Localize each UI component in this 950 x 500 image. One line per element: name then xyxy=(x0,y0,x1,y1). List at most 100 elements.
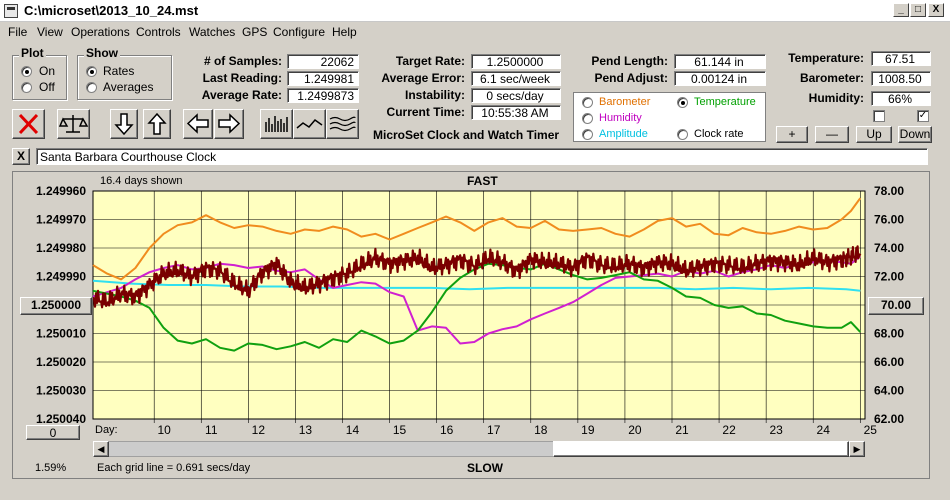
average-error-label: Average Error: xyxy=(381,71,465,85)
fast-label: FAST xyxy=(467,174,498,188)
amplitude-radio[interactable] xyxy=(582,129,593,140)
window-title: C:\microset\2013_10_24.mst xyxy=(24,3,199,18)
pend-length-value[interactable]: 61.144 in xyxy=(674,54,766,69)
show-averages-radio[interactable] xyxy=(86,82,97,93)
x-tick-label: 18 xyxy=(534,423,548,437)
checkbox-left[interactable] xyxy=(873,110,885,122)
clock-description-field[interactable]: Santa Barbara Courthouse Clock xyxy=(36,148,928,165)
plot-off-label: Off xyxy=(39,80,55,94)
plus-button[interactable]: + xyxy=(776,126,808,143)
balance-scale-icon[interactable] xyxy=(57,109,90,139)
menu-bar: File View Operations Controls Watches GP… xyxy=(0,22,950,42)
percent-readout: 1.59% xyxy=(35,462,67,474)
x-tick-label: 21 xyxy=(675,423,689,437)
show-rates-radio[interactable] xyxy=(86,66,97,77)
menu-operations[interactable]: Operations xyxy=(71,25,130,39)
x-tick-label: 22 xyxy=(722,423,736,437)
minimize-button[interactable]: _ xyxy=(893,3,909,17)
menu-help[interactable]: Help xyxy=(332,25,357,39)
scroll-right-button[interactable]: ▶ xyxy=(849,441,865,457)
menu-view[interactable]: View xyxy=(37,25,63,39)
x-tick-label: 14 xyxy=(346,423,360,437)
menu-controls[interactable]: Controls xyxy=(136,25,181,39)
y-right-tick-label: 66.00 xyxy=(874,355,904,369)
days-shown-label: 16.4 days shown xyxy=(100,175,183,187)
plot-group-title: Plot xyxy=(19,46,46,60)
y-right-tick-label: 76.00 xyxy=(874,213,904,227)
app-name: MicroSet Clock and Watch Timer xyxy=(373,128,560,142)
x-tick-label: 25 xyxy=(864,423,878,437)
barometer-value: 1008.50 xyxy=(871,71,931,86)
wave-icon[interactable] xyxy=(293,109,326,139)
slow-label: SLOW xyxy=(467,461,503,475)
instability-label: Instability: xyxy=(404,88,465,102)
checkbox-right[interactable]: ✓ xyxy=(917,110,929,122)
current-time-value: 10:55:38 AM xyxy=(471,105,561,120)
day-axis-label: Day: xyxy=(95,424,118,436)
last-reading-value: 1.249981 xyxy=(287,71,359,86)
clear-x-icon[interactable] xyxy=(12,109,45,139)
pend-adjust-label: Pend Adjust: xyxy=(594,71,668,85)
maximize-button[interactable]: □ xyxy=(910,3,926,17)
temperature-radio[interactable] xyxy=(677,97,688,108)
average-rate-value: 1.2499873 xyxy=(287,88,359,103)
x-tick-label: 10 xyxy=(158,423,172,437)
plot-off-radio[interactable] xyxy=(21,82,32,93)
arrow-down-icon[interactable] xyxy=(110,109,138,139)
show-group xyxy=(77,55,172,100)
humidity-radio[interactable] xyxy=(582,113,593,124)
arrow-up-icon[interactable] xyxy=(143,109,171,139)
y-left-tick-label: 1.249960 xyxy=(36,184,86,198)
pend-adjust-value[interactable]: 0.00124 in xyxy=(674,71,766,86)
app-icon[interactable] xyxy=(4,4,18,18)
sensor-options-box xyxy=(573,92,766,142)
down-button[interactable]: Down xyxy=(898,126,932,143)
target-rate-value[interactable]: 1.2500000 xyxy=(471,54,561,69)
barometer-radio[interactable] xyxy=(582,97,593,108)
menu-file[interactable]: File xyxy=(8,25,28,39)
arrow-right-icon[interactable] xyxy=(214,109,244,139)
scroll-left-button[interactable]: ◀ xyxy=(93,441,109,457)
x-tick-label: 15 xyxy=(393,423,407,437)
scroll-track[interactable] xyxy=(109,442,553,456)
humidity-label: Humidity: xyxy=(808,91,864,105)
x-tick-label: 11 xyxy=(205,423,218,437)
last-reading-label: Last Reading: xyxy=(202,71,282,85)
close-button[interactable]: X xyxy=(928,3,944,17)
y-left-tick-label: 1.249990 xyxy=(36,270,86,284)
description-close-button[interactable]: X xyxy=(12,148,30,165)
y-left-tick-label: 1.250040 xyxy=(36,412,86,426)
chart-panel xyxy=(12,171,930,479)
arrow-left-icon[interactable] xyxy=(183,109,213,139)
y-right-tick-label: 68.00 xyxy=(874,327,904,341)
menu-configure[interactable]: Configure xyxy=(273,25,326,39)
clock-rate-radio[interactable] xyxy=(677,129,688,140)
zero-button[interactable]: 0 xyxy=(26,425,80,440)
menu-watches[interactable]: Watches xyxy=(189,25,236,39)
grid-note: Each grid line = 0.691 secs/day xyxy=(97,462,251,474)
multi-wave-icon[interactable] xyxy=(326,109,359,139)
minus-button[interactable]: — xyxy=(815,126,849,143)
humidity-value: 66% xyxy=(871,91,931,106)
plot-on-radio[interactable] xyxy=(21,66,32,77)
right-axis-value-button[interactable]: 70.00 xyxy=(868,297,924,315)
instability-value: 0 secs/day xyxy=(471,88,561,103)
title-bar: C:\microset\2013_10_24.mst _ □ X xyxy=(0,0,950,22)
up-button[interactable]: Up xyxy=(856,126,892,143)
clock-rate-option-label: Clock rate xyxy=(694,128,744,140)
menu-gps[interactable]: GPS xyxy=(242,25,268,39)
plot-on-label: On xyxy=(39,64,56,78)
y-right-tick-label: 74.00 xyxy=(874,241,904,255)
temperature-value: 67.51 xyxy=(871,51,931,66)
y-left-tick-label: 1.250030 xyxy=(36,384,86,398)
left-axis-value-button[interactable]: 1.250000 xyxy=(20,297,92,315)
samples-label: # of Samples: xyxy=(203,54,282,68)
bar-graph-icon[interactable] xyxy=(260,109,293,139)
samples-value: 22062 xyxy=(287,54,359,69)
y-right-tick-label: 72.00 xyxy=(874,270,904,284)
x-tick-label: 17 xyxy=(487,423,501,437)
scroll-thumb[interactable] xyxy=(553,441,849,457)
x-tick-label: 12 xyxy=(252,423,266,437)
temperature-label: Temperature: xyxy=(788,51,864,65)
